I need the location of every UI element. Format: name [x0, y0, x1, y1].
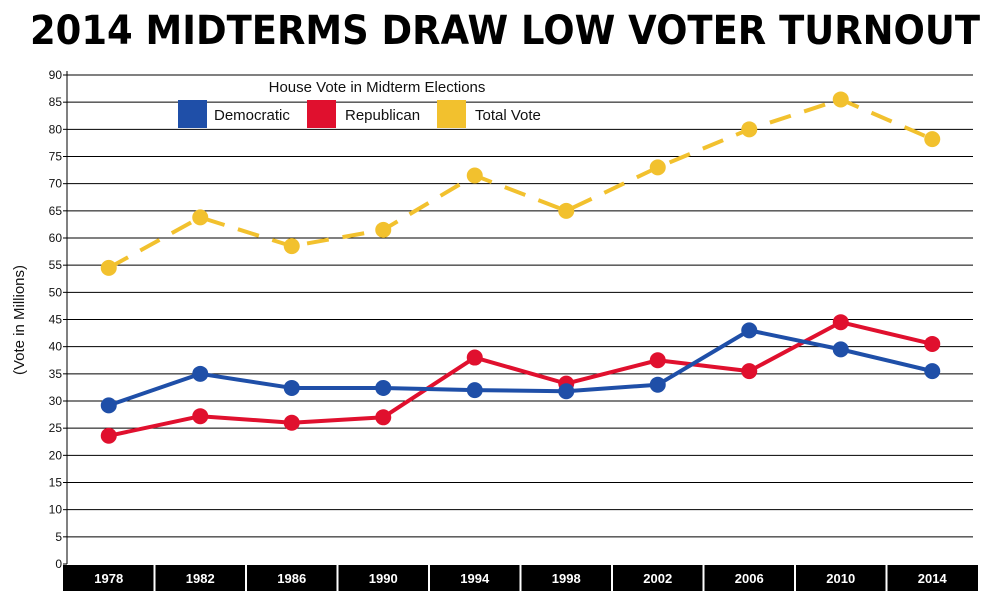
y-tick-label: 70 — [49, 177, 63, 191]
data-point — [375, 379, 392, 396]
x-tick-label: 1986 — [277, 571, 306, 586]
x-tick-label: 2006 — [735, 571, 764, 586]
data-point — [100, 397, 117, 414]
data-point — [832, 341, 849, 358]
y-tick-label: 15 — [49, 476, 63, 490]
data-point — [832, 91, 849, 108]
x-tick-label: 1994 — [460, 571, 490, 586]
y-tick-label: 30 — [49, 394, 63, 408]
data-point — [283, 238, 300, 255]
data-point — [466, 349, 483, 366]
y-tick-label: 0 — [55, 557, 62, 571]
y-tick-label: 50 — [49, 285, 63, 299]
legend-swatch — [437, 100, 466, 128]
x-tick-label: 2002 — [643, 571, 672, 586]
data-point — [832, 314, 849, 331]
data-point — [375, 221, 392, 238]
data-point — [924, 363, 941, 380]
y-tick-label: 55 — [49, 258, 63, 272]
chart-title: 2014 MIDTERMS DRAW LOW VOTER TURNOUT — [30, 8, 981, 54]
gridlines — [67, 74, 973, 538]
legend-label: Republican — [345, 107, 420, 124]
y-axis-label: (Vote in Millions) — [11, 265, 28, 375]
legend-label: Total Vote — [475, 107, 541, 124]
data-point — [741, 322, 758, 339]
data-point — [283, 414, 300, 431]
y-tick-label: 60 — [49, 231, 63, 245]
series-line — [108, 320, 933, 438]
legend: House Vote in Midterm Elections Democrat… — [178, 79, 541, 128]
data-point — [375, 409, 392, 426]
data-point — [100, 259, 117, 276]
data-point — [192, 209, 209, 226]
y-tick-label: 65 — [49, 204, 63, 218]
data-point — [192, 408, 209, 425]
x-tick-label: 1990 — [369, 571, 398, 586]
y-tick-label: 40 — [49, 340, 63, 354]
x-tick-label: 2014 — [918, 571, 948, 586]
x-tick-label: 1982 — [186, 571, 215, 586]
y-tick-label: 5 — [55, 530, 62, 544]
y-tick-label: 10 — [49, 503, 63, 517]
legend-swatch — [307, 100, 336, 128]
data-point — [741, 121, 758, 138]
series-total-vote — [100, 91, 941, 276]
data-point — [558, 383, 575, 400]
legend-swatch — [178, 100, 207, 128]
series-democratic — [100, 322, 941, 414]
data-point — [466, 167, 483, 184]
y-tick-label: 75 — [49, 150, 63, 164]
legend-item-total-vote: Total Vote — [437, 100, 541, 128]
data-point — [649, 159, 666, 176]
data-point — [924, 335, 941, 352]
data-point — [741, 363, 758, 380]
x-axis-category-bar: 1978 1982 1986 1990 1994 1998 2002 2006 2010 2014 — [63, 565, 978, 591]
data-point — [192, 365, 209, 382]
series-lines — [100, 91, 941, 444]
y-tick-label: 90 — [49, 68, 63, 82]
data-point — [649, 352, 666, 369]
data-point — [924, 131, 941, 148]
data-point — [100, 427, 117, 444]
y-tick-label: 80 — [49, 122, 63, 136]
legend-title: House Vote in Midterm Elections — [269, 79, 486, 96]
data-point — [649, 376, 666, 393]
x-tick-label: 2010 — [826, 571, 855, 586]
legend-item-republican: Republican — [307, 100, 420, 128]
y-axis: 0 5 10 15 20 25 30 35 40 45 50 55 60 65 70 75 80 85 90 — [49, 68, 68, 571]
y-tick-label: 45 — [49, 313, 63, 327]
y-tick-label: 20 — [49, 448, 63, 462]
y-tick-label: 25 — [49, 421, 63, 435]
series-line — [108, 328, 933, 408]
y-tick-label: 35 — [49, 367, 63, 381]
x-tick-label: 1998 — [552, 571, 581, 586]
data-point — [466, 382, 483, 399]
series-line — [107, 97, 934, 270]
y-tick-label: 85 — [49, 95, 63, 109]
x-tick-label: 1978 — [94, 571, 123, 586]
data-point — [283, 379, 300, 396]
legend-item-democratic: Democratic — [178, 100, 290, 128]
data-point — [558, 202, 575, 219]
legend-label: Democratic — [214, 107, 290, 124]
